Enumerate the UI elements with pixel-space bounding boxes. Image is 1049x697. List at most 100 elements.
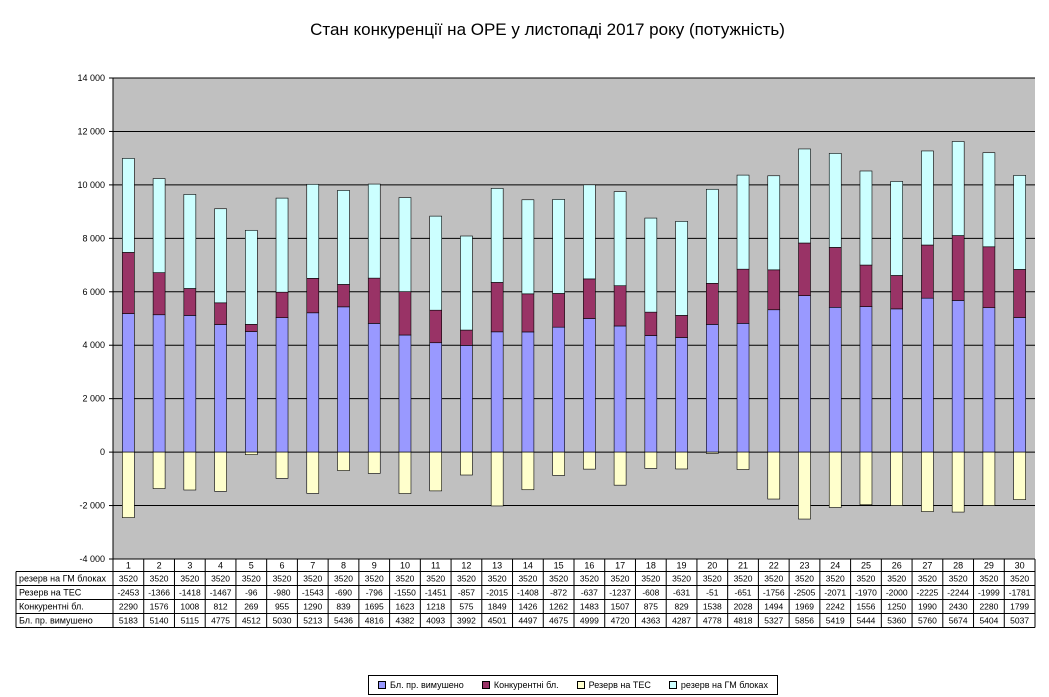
bar-forced-26: [890, 308, 904, 453]
table-cell: -2244: [947, 588, 969, 598]
bar-competitive-26: [890, 275, 904, 310]
table-cell: 839: [336, 602, 350, 612]
bar-gm-8: [337, 190, 350, 285]
bar-gm-3: [183, 194, 197, 289]
table-cell: -690: [335, 588, 352, 598]
table-cell: 1799: [1010, 602, 1029, 612]
bar-tes-24: [828, 451, 842, 508]
bar-forced-11: [429, 342, 443, 453]
bar-competitive-27: [921, 244, 934, 299]
table-cell: -980: [274, 588, 291, 598]
table-cell: -1467: [210, 588, 232, 598]
table-cell: 4382: [396, 616, 415, 626]
table-cell: 5030: [273, 616, 292, 626]
bar-competitive-23: [798, 242, 811, 296]
table-row-label: резерв на ГМ блоках: [19, 574, 107, 584]
table-cell: 4675: [549, 616, 568, 626]
bar-tes-5: [245, 451, 258, 455]
bar-forced-5: [245, 331, 258, 453]
table-cell: -2071: [824, 588, 846, 598]
table-cell: -1999: [978, 588, 1000, 598]
bar-tes-7: [306, 451, 320, 494]
table-cell: 269: [244, 602, 258, 612]
table-cell: 1494: [764, 602, 783, 612]
table-cell: 5444: [857, 616, 876, 626]
bar-competitive-16: [583, 278, 596, 319]
bar-tes-22: [767, 451, 781, 500]
table-cell: -1970: [855, 588, 877, 598]
table-cell: 1008: [180, 602, 199, 612]
table-cell: 3992: [457, 616, 476, 626]
bar-forced-20: [705, 324, 719, 453]
table-cell: 3520: [488, 574, 507, 584]
y-tick-label: 14 000: [77, 73, 105, 83]
bar-gm-19: [675, 221, 688, 316]
bar-competitive-24: [828, 247, 842, 308]
bar-gm-7: [306, 183, 320, 279]
bar-gm-29: [982, 152, 996, 248]
table-cell: 3520: [396, 574, 415, 584]
table-cell: 575: [459, 602, 473, 612]
bar-forced-9: [367, 323, 381, 453]
table-cell: 4775: [211, 616, 230, 626]
table-cell: 1849: [488, 602, 507, 612]
table-cell: -631: [673, 588, 690, 598]
bar-competitive-29: [982, 246, 996, 309]
table-cell: 5436: [334, 616, 353, 626]
category-label: 14: [523, 561, 533, 571]
bar-gm-20: [705, 188, 719, 284]
bar-gm-17: [613, 191, 627, 287]
bar-forced-29: [982, 307, 996, 453]
table-cell: 3520: [549, 574, 568, 584]
bar-competitive-19: [675, 315, 688, 338]
table-cell: 3520: [611, 574, 630, 584]
bar-gm-2: [152, 178, 166, 273]
plot-area: [113, 78, 1035, 559]
bar-tes-23: [798, 451, 811, 520]
bar-gm-13: [490, 188, 504, 283]
table-cell: 1250: [887, 602, 906, 612]
table-cell: 3520: [518, 574, 537, 584]
legend-item-competitive: Конкурентні бл.: [481, 680, 559, 690]
bar-tes-30: [1013, 451, 1026, 501]
category-label: 18: [646, 561, 656, 571]
category-label: 11: [431, 561, 440, 571]
category-label: 13: [492, 561, 502, 571]
table-cell: -1237: [609, 588, 631, 598]
bar-forced-2: [152, 314, 166, 453]
y-tick-label: -4 000: [79, 554, 105, 564]
bar-tes-19: [675, 451, 688, 470]
table-cell: 4512: [242, 616, 261, 626]
table-cell: 5674: [949, 616, 968, 626]
bar-tes-27: [921, 451, 934, 512]
bar-tes-20: [705, 451, 719, 454]
bar-competitive-7: [306, 278, 320, 314]
table-cell: 4720: [611, 616, 630, 626]
table-cell: -1781: [1009, 588, 1031, 598]
table-cell: 1695: [365, 602, 384, 612]
table-cell: 4778: [703, 616, 722, 626]
bar-forced-24: [828, 307, 842, 453]
bar-forced-15: [552, 326, 565, 453]
axis-layer: -4 000 -2 000 0 2 000 4 000 6 000 8 000 10 000 1…: [77, 73, 114, 564]
bar-competitive-15: [552, 293, 565, 328]
bar-forced-16: [583, 318, 596, 453]
table-cell: -1543: [302, 588, 324, 598]
table-cell: 3520: [242, 574, 261, 584]
bar-forced-12: [460, 345, 473, 453]
table-cell: 1426: [518, 602, 537, 612]
table-cell: 5419: [826, 616, 845, 626]
table-cell: 4287: [672, 616, 691, 626]
bar-gm-15: [552, 199, 565, 294]
table-cell: 1507: [611, 602, 630, 612]
bar-tes-21: [736, 451, 750, 470]
bar-tes-11: [429, 451, 443, 492]
y-tick-label: 10 000: [77, 180, 105, 190]
table-cell: 3520: [764, 574, 783, 584]
bar-tes-13: [490, 451, 504, 507]
table-cell: 4497: [518, 616, 537, 626]
table-cell: 2280: [979, 602, 998, 612]
bar-forced-23: [798, 295, 811, 453]
category-label: 2: [157, 561, 162, 571]
bar-tes-10: [398, 451, 412, 494]
